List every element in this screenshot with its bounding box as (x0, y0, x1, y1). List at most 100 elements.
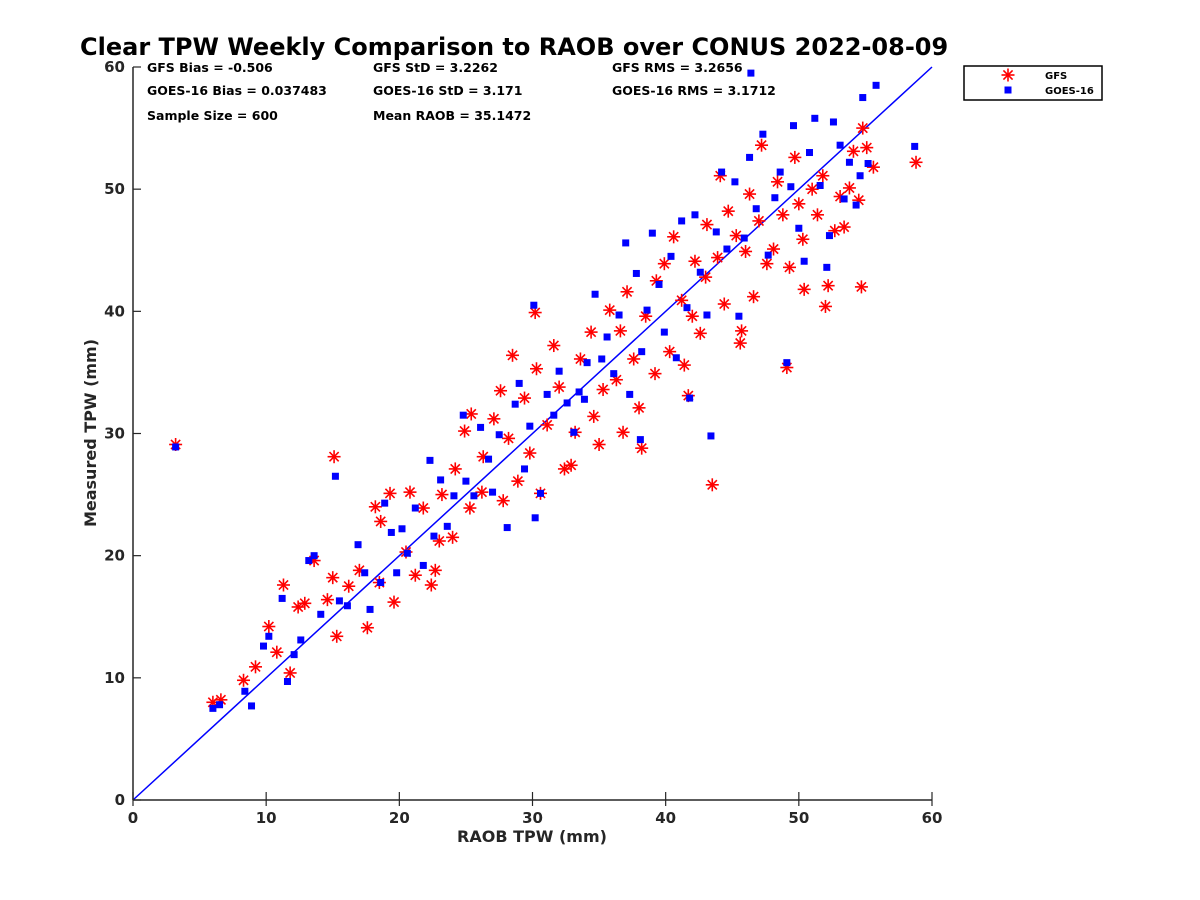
goes16-point (403, 549, 411, 557)
gfs-point (635, 441, 649, 455)
goes16-point (856, 172, 864, 180)
goes16-point (800, 257, 808, 265)
goes16-point (776, 168, 784, 176)
gfs-point (506, 348, 520, 362)
gfs-point (502, 431, 516, 445)
x-tick-label: 10 (256, 809, 277, 827)
goes16-point (852, 201, 860, 209)
gfs-point (620, 285, 634, 299)
gfs-point (249, 660, 263, 674)
gfs-point (632, 401, 646, 415)
gfs-point (771, 175, 785, 189)
gfs-point (587, 409, 601, 423)
goes16-point (731, 178, 739, 186)
goes16-point (437, 476, 445, 484)
gfs-point (788, 150, 802, 164)
goes16-point (864, 160, 872, 168)
gfs-point (463, 501, 477, 515)
goes16-point (361, 569, 369, 577)
gfs-point (657, 257, 671, 271)
gfs-point (540, 418, 554, 432)
goes16-point (297, 636, 305, 644)
gfs-point (677, 358, 691, 372)
legend-goes16-label: GOES-16 (1045, 86, 1094, 97)
goes16-point (823, 263, 831, 271)
gfs-point (743, 187, 757, 201)
goes16-point (825, 232, 833, 240)
goes16-point (575, 388, 583, 396)
sample-size-text: Sample Size = 600 (147, 108, 278, 123)
goes16-point (703, 311, 711, 319)
goes16-point (718, 168, 726, 176)
goes16-point (305, 557, 313, 565)
gfs-point (518, 391, 532, 405)
gfs-point (511, 474, 525, 488)
gfs-point (700, 218, 714, 232)
goes16-point (911, 142, 919, 150)
goes16-point (283, 677, 291, 685)
goes16-point (515, 379, 523, 387)
legend-goes16-marker (1004, 86, 1012, 94)
gfs-point (613, 324, 627, 338)
goes16-point (521, 465, 529, 473)
goes16-point (622, 239, 630, 247)
gfs-point (464, 407, 478, 421)
gfs-point (675, 293, 689, 307)
goes16-point (764, 251, 772, 259)
goes16-point (526, 422, 534, 430)
legend-gfs-marker (1001, 68, 1015, 82)
gfs-point (529, 362, 543, 376)
gfs-point (416, 501, 430, 515)
goes16-point (543, 390, 551, 398)
gfs-point (573, 352, 587, 366)
gfs-point (596, 383, 610, 397)
gfs-point (860, 141, 874, 155)
gfs-point (458, 424, 472, 438)
gfs-point (760, 257, 774, 271)
goes16-point (290, 651, 298, 659)
y-tick-label: 60 (104, 58, 125, 76)
goes16-point (840, 195, 848, 203)
chart-title: Clear TPW Weekly Comparison to RAOB over… (80, 33, 948, 61)
goes16-point (771, 194, 779, 202)
goes16-point (603, 333, 611, 341)
gfs-point (276, 578, 290, 592)
goes16-point (660, 328, 668, 336)
gfs-point (755, 138, 769, 152)
gfs-point (603, 303, 617, 317)
goes16-point (615, 311, 623, 319)
gfs-point (663, 345, 677, 359)
goes16-point (398, 525, 406, 533)
plot-area (132, 66, 933, 801)
goes16-point (172, 443, 180, 451)
goes16-point (859, 94, 867, 102)
goes16-point (735, 312, 743, 320)
goes16-point (411, 504, 419, 512)
goes16-point (419, 561, 427, 569)
gfs-point (342, 579, 356, 593)
goes16-point (462, 477, 470, 485)
gfs-point (403, 485, 417, 499)
y-tick-label: 40 (104, 302, 125, 320)
gfs-point (797, 282, 811, 296)
gfs-point (523, 446, 537, 460)
goes16-point (829, 118, 837, 126)
goes16-point (477, 423, 485, 431)
goes16-point (531, 514, 539, 522)
goes16-point (790, 122, 798, 130)
gfs-point (805, 182, 819, 196)
goes16-point (632, 269, 640, 277)
gfs-point (298, 596, 312, 610)
goes16-point (489, 488, 497, 496)
goes16-point (443, 522, 451, 530)
goes16-point (241, 687, 249, 695)
goes16-point (530, 301, 538, 309)
gfs-point (739, 244, 753, 258)
gfs-point (552, 380, 566, 394)
goes16-point (707, 432, 715, 440)
legend-box (963, 65, 1103, 101)
goes16-point (747, 69, 755, 77)
one-to-one-line (132, 66, 933, 801)
gfs-point (368, 500, 382, 514)
gfs-point (776, 208, 790, 222)
